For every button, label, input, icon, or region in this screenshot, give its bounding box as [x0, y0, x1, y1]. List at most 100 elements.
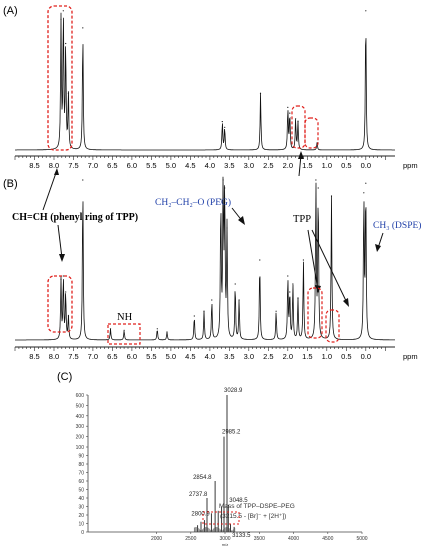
arrowhead-ch-phenyl-down: [59, 254, 65, 262]
tick-label-a: 8.0: [49, 161, 59, 170]
tick-label-b: 8.5: [29, 352, 39, 361]
peak-b-4: [82, 179, 84, 181]
y-tick-label-c: 20: [78, 513, 84, 519]
xlabel-a: ppm: [403, 161, 418, 170]
arrowhead-tpp-2: [343, 298, 349, 307]
x-tick-label-c: 2500: [185, 536, 196, 542]
peak-b-21: [289, 291, 291, 293]
y-tick-label-c: 100: [76, 445, 85, 451]
peak-b-12: [220, 198, 222, 200]
peak-b-0: [60, 278, 62, 280]
spectrum-b: [15, 176, 395, 341]
x-tick-label-c: 5000: [356, 536, 367, 542]
peak-b-14: [224, 187, 226, 189]
peak-b-11: [211, 299, 213, 301]
peak-a-10: [295, 118, 297, 120]
ms-peak-label-12: 3133.5: [232, 533, 251, 539]
x-tick-label-c: 2000: [151, 536, 162, 542]
highlight-box-b-tpp2: [325, 309, 340, 343]
highlight-box-a-tpp2: [304, 117, 319, 149]
y-tick-label-c: 30: [78, 505, 84, 511]
peak-b-24: [302, 259, 304, 261]
arrow-ch-phenyl-down: [57, 224, 63, 259]
highlight-box-c-mass: [202, 511, 240, 525]
annotation-tpp: TPP: [293, 214, 311, 225]
arrow-ch-phenyl-up: [42, 169, 58, 211]
peak-b-18: [259, 259, 261, 261]
y-tick-label-c: 90: [78, 454, 84, 460]
tick-label-b: 0.0: [361, 352, 371, 361]
peak-b-17: [238, 299, 240, 301]
y-tick-label-c: 80: [78, 462, 84, 468]
peak-b-23: [297, 297, 299, 299]
tick-label-b: 6.5: [107, 352, 117, 361]
panel-b-label: (B): [3, 178, 18, 190]
highlight-box-a-aromatic: [47, 5, 73, 151]
peak-a-2: [65, 42, 67, 45]
tick-label-a: 7.5: [68, 161, 78, 170]
peak-b-3: [67, 315, 69, 317]
y-tick-label-c: 50: [78, 488, 84, 494]
peak-b-27: [330, 195, 333, 197]
ms-peak-label-10: 3048.5: [229, 498, 248, 504]
tick-label-b: 5.5: [146, 352, 156, 361]
ms-peak-label-9: 3028.9: [224, 388, 243, 394]
peak-b-16: [234, 283, 236, 285]
tick-label-b: 8.0: [49, 352, 59, 361]
peak-b-1: [62, 275, 64, 277]
tick-label-a: 3.0: [244, 161, 254, 170]
peak-b-19: [275, 310, 277, 312]
peak-b-7: [156, 328, 158, 330]
peak-a-0: [60, 18, 62, 20]
y-tick-label-c: 70: [78, 471, 84, 477]
y-tick-label-c: 300: [76, 424, 85, 430]
annotation-nh: NH: [117, 312, 133, 323]
tick-label-b: 4.5: [185, 352, 195, 361]
y-tick-label-c: 60: [78, 479, 84, 485]
arrow-tpp-2: [311, 229, 349, 306]
mass-annotation-line2: (3215.5 - [Br]⁻ + [2H⁺]): [220, 513, 286, 520]
panel-a-label: (A): [3, 5, 18, 17]
peak-a-3: [67, 92, 69, 94]
mass-annotation-line1: Mass of TPP–DSPE–PEG: [219, 503, 295, 510]
tick-label-a: 1.5: [302, 161, 312, 170]
arrowhead-tpp-1: [315, 285, 321, 293]
tick-label-a: 4.5: [185, 161, 195, 170]
tick-label-a: 0.5: [341, 161, 351, 170]
arrowhead-tpp-to-a: [298, 151, 304, 159]
x-tick-label-c: 3000: [219, 536, 230, 542]
y-tick-label-c: 400: [76, 414, 85, 420]
tick-label-a: 5.5: [146, 161, 156, 170]
peak-b-25: [315, 179, 317, 181]
spectrum-trace-a: [15, 12, 395, 151]
peak-b-13: [222, 179, 224, 181]
axes-c: 0 10 20 30 40 50 60 70 80 90 100 200 300 400 500 600 200…: [76, 393, 368, 547]
spectrum-a: [15, 10, 395, 151]
peak-b-9: [193, 315, 195, 317]
peak-a-8: [287, 106, 289, 108]
xlabel-b: ppm: [403, 352, 418, 361]
peak-a-4: [82, 27, 84, 29]
peak-b-29: [365, 182, 367, 184]
x-tick-label-c: 3500: [254, 536, 265, 542]
ms-peak-label-5: 2854.8: [193, 475, 212, 481]
peak-b-22: [292, 283, 294, 285]
tick-label-b: 7.5: [68, 352, 78, 361]
peak-a-6: [224, 126, 226, 128]
peak-b-20: [287, 275, 289, 277]
arrowhead-dspe: [375, 244, 381, 252]
ms-peak-label-3: 2737.8: [189, 492, 208, 498]
peak-a-11: [297, 121, 299, 123]
arrowhead-peg: [238, 216, 245, 225]
annotation-ch-phenyl: CH=CH (phenyl ring of TPP): [12, 212, 138, 223]
tick-label-b: 6.0: [127, 352, 137, 361]
tick-label-b: 3.5: [224, 352, 234, 361]
y-tick-label-c: 200: [76, 435, 85, 441]
peak-b-8: [166, 331, 168, 333]
annotation-dspe: CH₃ (DSPE): [373, 220, 421, 231]
x-tick-label-c: 4500: [322, 536, 333, 542]
peak-b-2: [65, 291, 67, 293]
peak-a-5: [221, 121, 223, 123]
tick-label-a: 2.5: [263, 161, 273, 170]
